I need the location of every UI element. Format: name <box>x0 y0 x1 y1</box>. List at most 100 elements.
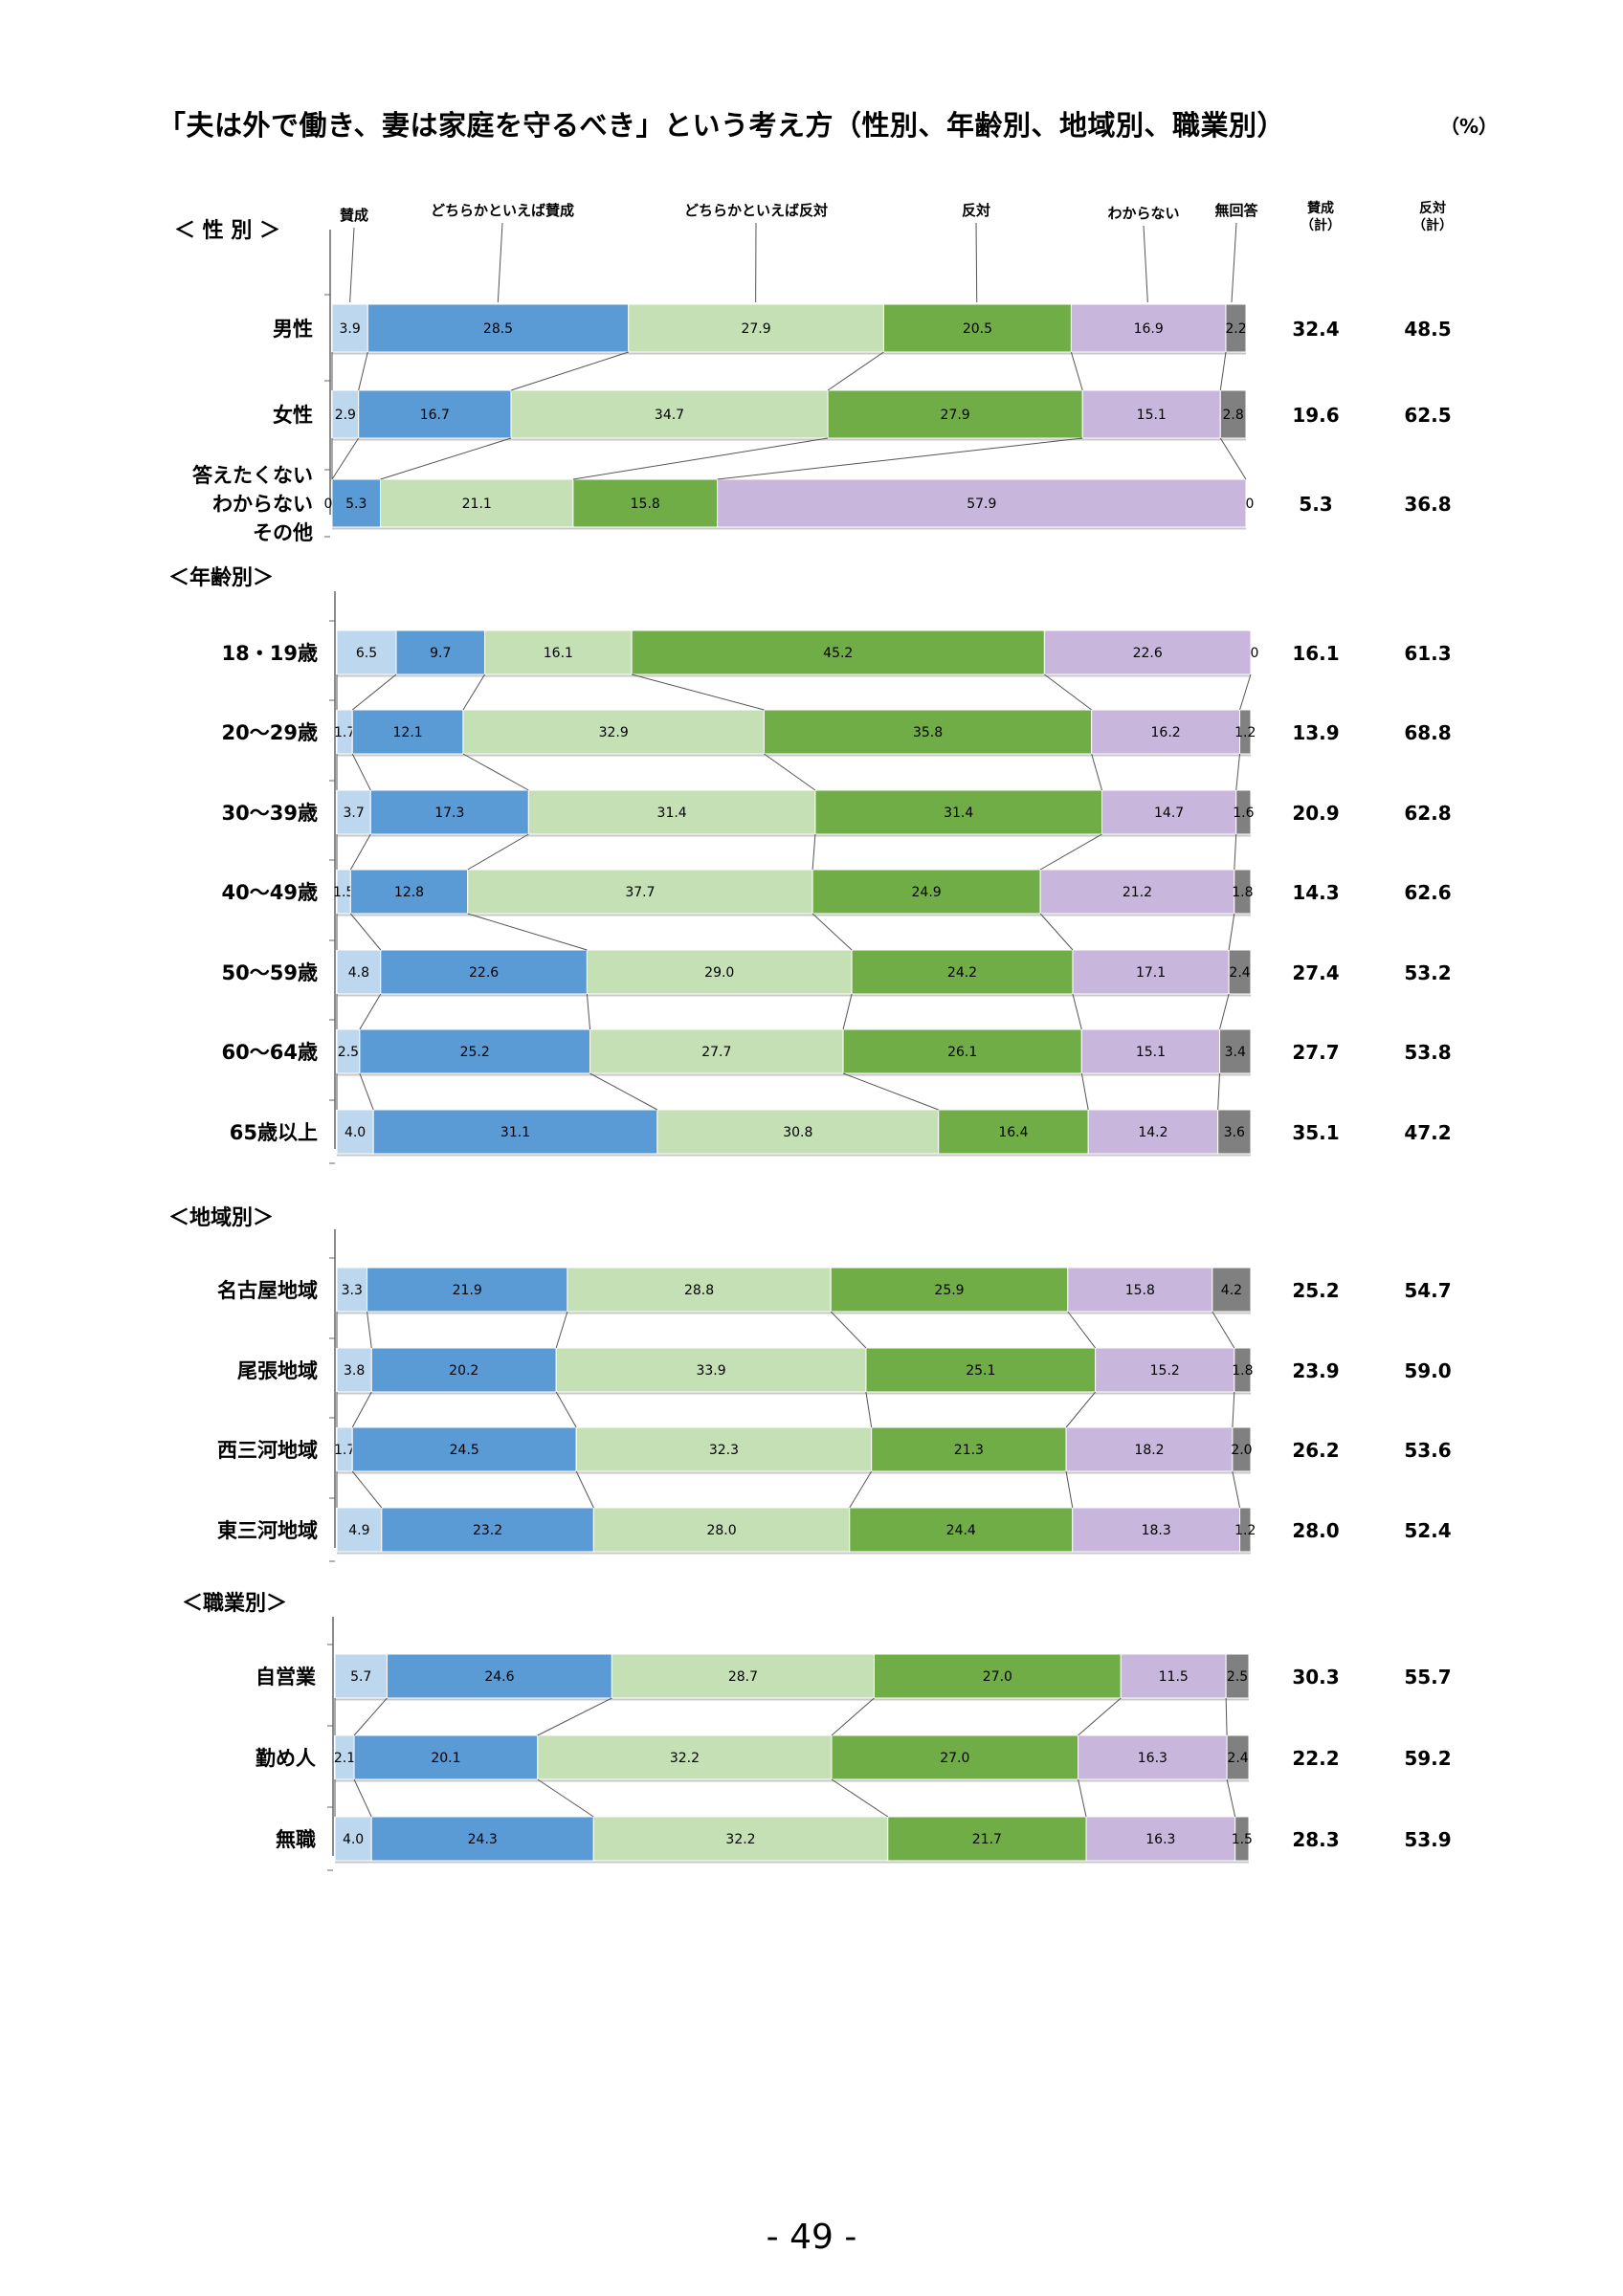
bar-segment <box>369 789 529 835</box>
series-connector-line <box>349 833 371 871</box>
series-connector-line <box>1067 1311 1097 1349</box>
bar-segment <box>1043 629 1252 675</box>
row-label: 18・19歳 <box>222 642 318 665</box>
bar-segment <box>351 709 464 755</box>
agree-total-value: 26.2 <box>1292 1439 1339 1462</box>
row-label: 女性 <box>273 404 313 427</box>
bar-value-label: 1.5 <box>333 885 354 900</box>
bar-value-label: 2.0 <box>1231 1443 1252 1458</box>
bar-segment <box>763 709 1093 755</box>
bar-value-label: 15.8 <box>631 497 660 512</box>
agree-total-value: 27.4 <box>1292 961 1339 984</box>
agree-total-value: 23.9 <box>1292 1359 1339 1382</box>
bar-segment <box>395 629 486 675</box>
bar-value-label: 3.9 <box>340 321 361 337</box>
oppose-total-value: 36.8 <box>1404 493 1451 516</box>
bar-segment <box>555 1347 867 1393</box>
agree-total-value: 16.1 <box>1292 642 1339 665</box>
series-connector-line <box>1065 1470 1074 1509</box>
series-connector-line <box>717 437 1083 480</box>
series-connector-line <box>1232 1470 1241 1509</box>
bar-segment <box>827 389 1083 439</box>
bar-segment <box>1226 1734 1250 1780</box>
series-connector-line <box>1039 913 1074 951</box>
bar-segment <box>537 1734 833 1780</box>
agree-total-value: 27.7 <box>1292 1041 1339 1064</box>
bar-value-label: 16.4 <box>998 1125 1028 1140</box>
bar-value-label: 29.0 <box>704 965 734 981</box>
bar-value-label: 21.9 <box>453 1283 482 1298</box>
bar-value-label: 15.8 <box>1125 1283 1155 1298</box>
series-connector-line <box>367 1311 372 1349</box>
oppose-total-value: 68.8 <box>1404 721 1451 744</box>
series-connector-line <box>555 1391 577 1428</box>
legend-label-4: 反対 <box>962 202 990 219</box>
bar-segment <box>467 869 813 915</box>
series-connector-line <box>1091 753 1102 791</box>
oppose-total-value: 52.4 <box>1404 1519 1451 1542</box>
bar-segment <box>370 1347 557 1393</box>
bar-value-label: 27.9 <box>741 321 770 337</box>
bar-value-label: 30.8 <box>783 1125 812 1140</box>
bar-segment <box>830 1267 1069 1313</box>
bar-segment <box>1232 1426 1252 1472</box>
bar-value-label: 3.7 <box>344 806 365 821</box>
series-connector-line <box>764 753 816 791</box>
bar-value-label: 45.2 <box>823 646 853 661</box>
bar-value-label: 16.3 <box>1138 1751 1167 1766</box>
legend-label-1: 賛成 <box>340 207 368 224</box>
bar-value-label: 31.1 <box>500 1125 530 1140</box>
page-number: - 49 - <box>766 2218 857 2257</box>
series-connector-line <box>831 1697 875 1736</box>
bar-segment <box>358 389 512 439</box>
group-heading: ＜年齢別＞ <box>168 565 274 590</box>
bar-value-label: 31.4 <box>657 806 687 821</box>
bar-segment <box>367 303 630 353</box>
bar-value-label: 32.3 <box>709 1443 739 1458</box>
bar-segment <box>812 869 1041 915</box>
bar-segment <box>1225 303 1247 353</box>
bar-value-label: 16.3 <box>1145 1832 1175 1847</box>
bar-value-label: 16.7 <box>420 408 450 423</box>
row-label: 西三河地域 <box>217 1439 318 1462</box>
bar-value-label: 15.1 <box>1137 408 1167 423</box>
series-connector-line <box>1219 993 1230 1030</box>
bar-segment <box>717 478 1247 528</box>
oppose-total-header: 反対 <box>1419 200 1446 216</box>
series-connector-line <box>1072 993 1082 1030</box>
bar-value-label: 2.5 <box>1227 1669 1248 1685</box>
series-connector-line <box>351 1391 372 1428</box>
bar-value-label: 4.0 <box>343 1832 364 1847</box>
bar-segment <box>336 1507 383 1553</box>
bar-value-label: 32.2 <box>725 1832 755 1847</box>
bar-value-label: 4.9 <box>348 1523 369 1538</box>
bar-value-label: 1.8 <box>1232 885 1253 900</box>
bar-value-label: 21.7 <box>972 1832 1002 1847</box>
series-connector-line <box>467 913 588 951</box>
agree-total-value: 32.4 <box>1292 318 1339 341</box>
series-connector-line <box>1217 1072 1221 1111</box>
bar-value-label: 15.1 <box>1136 1045 1166 1060</box>
bar-value-label: 4.0 <box>345 1125 366 1140</box>
agree-total-value: 19.6 <box>1292 404 1339 427</box>
bar-segment <box>331 389 360 439</box>
bar-value-label: 1.7 <box>334 725 355 740</box>
oppose-total-value: 48.5 <box>1404 318 1451 341</box>
bar-value-label: 6.5 <box>356 646 377 661</box>
bar-segment <box>575 1426 873 1472</box>
bar-segment <box>367 1267 568 1313</box>
agree-total-value: 28.3 <box>1292 1828 1339 1851</box>
agree-total-value: 20.9 <box>1292 802 1339 825</box>
group-heading: ＜ 性 別 ＞ <box>174 219 280 243</box>
bar-value-label: 22.6 <box>469 965 499 981</box>
group-heading: ＜地域別＞ <box>168 1205 274 1230</box>
bar-value-label: 4.2 <box>1221 1283 1242 1298</box>
series-connector-line <box>1228 913 1235 951</box>
bar-segment <box>336 789 371 835</box>
series-connector-line <box>827 351 884 391</box>
row-label: 65歳以上 <box>230 1121 318 1144</box>
oppose-total-value: 62.6 <box>1404 881 1451 904</box>
series-connector-line <box>1219 351 1227 391</box>
agree-total-value: 5.3 <box>1299 493 1332 516</box>
series-connector-line <box>351 673 397 711</box>
